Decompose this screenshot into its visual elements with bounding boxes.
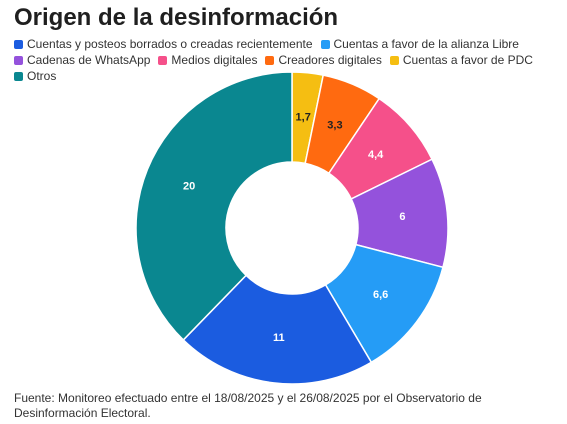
donut-chart: 1,7 3,3 4,4 6 6,6 11 20: [135, 71, 449, 385]
legend-label: Cuentas y posteos borrados o creadas rec…: [27, 37, 313, 51]
chart-legend: Cuentas y posteos borrados o creadas rec…: [14, 36, 554, 84]
data-label-otros: 20: [183, 180, 195, 192]
legend-item-cuentas-a-favor-de-la-alianza-libre: Cuentas a favor de la alianza Libre: [320, 36, 519, 52]
legend-label: Cuentas a favor de PDC: [402, 53, 533, 67]
legend-swatch: [14, 55, 23, 65]
legend-swatch: [389, 55, 399, 65]
data-label-cadenas-de-whatsapp: 6: [399, 211, 405, 223]
data-label-creadores-digitales: 3,3: [327, 120, 342, 132]
slice-otros: [135, 71, 293, 341]
legend-label: Creadores digitales: [278, 53, 382, 67]
slice-cuentas-y-posteos-borrados-o-creadas-recientemente: [182, 274, 373, 385]
legend-label: Medios digitales: [171, 53, 258, 67]
legend-item-creadores-digitales: Creadores digitales: [265, 52, 382, 68]
legend-swatch: [14, 39, 23, 49]
data-label-cuentas-y-posteos-borrados-o-creadas-recientemente: 11: [273, 332, 285, 344]
legend-label: Otros: [27, 69, 57, 83]
legend-swatch: [158, 55, 168, 65]
data-label-medios-digitales: 4,4: [368, 149, 384, 161]
legend-swatch: [320, 39, 330, 49]
legend-item-cuentas-a-favor-de-pdc: Cuentas a favor de PDC: [389, 52, 533, 68]
data-label-cuentas-a-favor-de-pdc: 1,7: [296, 112, 311, 124]
legend-item-cadenas-de-whatsapp: Cadenas de WhatsApp: [14, 52, 150, 68]
legend-item-cuentas-y-posteos-borrados-o-creadas-recientemente: Cuentas y posteos borrados o creadas rec…: [14, 36, 313, 52]
donut-chart-area: 1,7 3,3 4,4 6 6,6 11 20: [0, 64, 567, 389]
legend-label: Cuentas a favor de la alianza Libre: [333, 37, 519, 51]
legend-swatch: [265, 55, 275, 65]
legend-item-medios-digitales: Medios digitales: [158, 52, 257, 68]
source-note: Fuente: Monitoreo efectuado entre el 18/…: [14, 391, 482, 420]
data-label-cuentas-a-favor-de-la-alianza-libre: 6,6: [373, 289, 388, 301]
legend-item-otros: Otros: [14, 68, 56, 84]
chart-title: Origen de la desinformación: [14, 4, 339, 31]
legend-label: Cadenas de WhatsApp: [27, 53, 151, 67]
legend-swatch: [14, 71, 23, 81]
